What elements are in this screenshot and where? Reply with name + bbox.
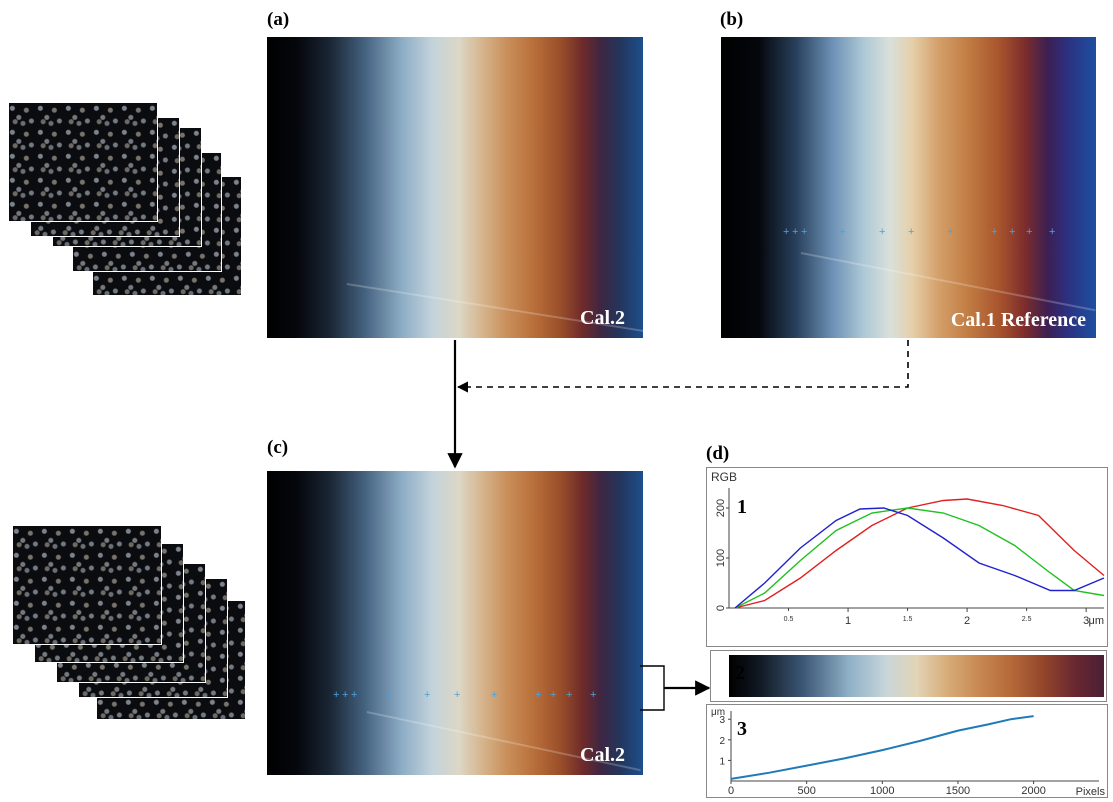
- panel-b-caption: Cal.1 Reference: [950, 309, 1086, 331]
- depth-y-unit: μm: [711, 707, 725, 718]
- y-tick-label: 200: [715, 499, 727, 517]
- x-tick-label: 1500: [946, 785, 970, 797]
- x-tick-label: 2000: [1021, 785, 1045, 797]
- x-tick-label: 3: [1083, 615, 1089, 627]
- marker-icon: +: [1009, 226, 1016, 238]
- rgb-chart-frame: RGB 1 0 100 200 1 2 3 0.5 1.5 2.5 μm: [706, 467, 1108, 647]
- depth-x-unit: Pixels: [1076, 786, 1106, 797]
- panel-a-calibration-image: Cal.2: [267, 37, 643, 338]
- selection-bracket: [640, 665, 665, 711]
- dashed-reference-arrow: [456, 340, 909, 393]
- y-tick-label: 0: [715, 605, 727, 611]
- marker-icon: +: [792, 226, 799, 238]
- rgb-lines: [734, 498, 1105, 609]
- panel-c-label: (c): [267, 437, 289, 458]
- marker-icon: +: [879, 226, 886, 238]
- color-bar-frame: 2: [710, 650, 1107, 702]
- x-tick-label: 1: [845, 615, 851, 627]
- rgb-profile-chart: RGB 1 0 100 200 1 2 3 0.5 1.5 2.5 μm: [711, 470, 1105, 627]
- marker-icon: +: [342, 689, 349, 701]
- marker-icon: +: [424, 689, 431, 701]
- y-tick-label: 100: [715, 549, 727, 567]
- marker-icon: +: [991, 226, 998, 238]
- marker-icon: +: [947, 226, 954, 238]
- x-tick-label: 500: [797, 785, 815, 797]
- marker-icon: +: [839, 226, 846, 238]
- panel-a-label: (a): [267, 9, 290, 30]
- x-minor-tick-label: 0.5: [784, 616, 794, 623]
- y-tick-label: 3: [719, 715, 725, 726]
- marker-icon: +: [550, 689, 557, 701]
- x-minor-tick-label: 1.5: [903, 616, 913, 623]
- color-bar-label: 2: [735, 662, 745, 684]
- marker-icon: +: [783, 226, 790, 238]
- chart-index-label: 1: [737, 496, 747, 518]
- panel-d-label: (d): [706, 443, 730, 464]
- panel-c-caption: Cal.2: [580, 744, 625, 766]
- rgb-axes: 0 100 200 1 2 3 0.5 1.5 2.5 μm: [715, 488, 1104, 627]
- marker-icon: +: [1026, 226, 1033, 238]
- marker-icon: +: [590, 689, 597, 701]
- depth-chart-frame: μm 3 Pixels 1 2 3 0 500 1000 1500 2000: [706, 704, 1108, 798]
- blue-series-line: [734, 507, 1105, 609]
- marker-icon: +: [351, 689, 358, 701]
- marker-icon: +: [908, 226, 915, 238]
- marker-icon: +: [535, 689, 542, 701]
- y-tick-label: 1: [719, 756, 725, 767]
- marker-icon: +: [386, 689, 393, 701]
- depth-axes: 1 2 3 0 500 1000 1500 2000: [719, 711, 1099, 797]
- panel-c-calibration-image: + + + + + + + + + + + Cal.2: [267, 471, 643, 775]
- marker-icon: +: [454, 689, 461, 701]
- x-minor-tick-label: 2.5: [1022, 616, 1032, 623]
- depth-series-line: [730, 715, 1034, 780]
- green-series-line: [734, 507, 1105, 609]
- depth-profile-chart: μm 3 Pixels 1 2 3 0 500 1000 1500 2000: [711, 707, 1106, 798]
- stack-image: [12, 525, 162, 645]
- color-bar: [729, 655, 1104, 697]
- marker-icon: +: [333, 689, 340, 701]
- marker-icon: +: [801, 226, 808, 238]
- red-series-line: [734, 498, 1105, 609]
- marker-icon: +: [1049, 226, 1056, 238]
- panel-b-calibration-image: + + + + + + + + + + + Cal.1 Reference: [721, 37, 1096, 338]
- y-tick-label: 2: [719, 736, 725, 747]
- depth-lines: [730, 715, 1034, 780]
- stack-image: [8, 102, 158, 222]
- bar-index-label: 2: [735, 662, 745, 684]
- x-tick-label: 0: [728, 785, 734, 797]
- x-unit-label: μm: [1088, 615, 1104, 627]
- panel-a-caption: Cal.2: [580, 307, 625, 329]
- x-tick-label: 1000: [870, 785, 894, 797]
- marker-icon: +: [566, 689, 573, 701]
- x-tick-label: 2: [964, 615, 970, 627]
- panel-b-label: (b): [720, 9, 744, 30]
- chart-index-label: 3: [737, 718, 747, 740]
- chart-title: RGB: [711, 470, 737, 484]
- marker-icon: +: [491, 689, 498, 701]
